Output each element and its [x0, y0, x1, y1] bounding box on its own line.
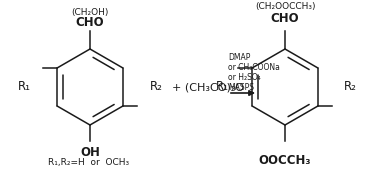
- Text: + (CH₃CO)₂O: + (CH₃CO)₂O: [172, 82, 244, 92]
- Text: OH: OH: [80, 146, 100, 159]
- Text: or CH₃COONa: or CH₃COONa: [228, 62, 280, 72]
- Text: MASPS: MASPS: [228, 82, 254, 92]
- Text: CHO: CHO: [271, 12, 299, 24]
- Text: (CH₂OOCCH₃): (CH₂OOCCH₃): [255, 2, 315, 12]
- Text: R₁: R₁: [215, 80, 228, 93]
- Text: R₂: R₂: [344, 80, 356, 93]
- Text: OOCCH₃: OOCCH₃: [259, 155, 311, 167]
- Text: R₂: R₂: [150, 80, 163, 93]
- Text: R₁: R₁: [17, 80, 31, 93]
- Text: R₁,R₂=H  or  OCH₃: R₁,R₂=H or OCH₃: [48, 159, 129, 167]
- Text: DMAP: DMAP: [228, 52, 250, 61]
- Text: CHO: CHO: [76, 16, 104, 29]
- Text: or H₂SO₄: or H₂SO₄: [228, 72, 261, 82]
- Text: (CH₂OH): (CH₂OH): [71, 8, 109, 16]
